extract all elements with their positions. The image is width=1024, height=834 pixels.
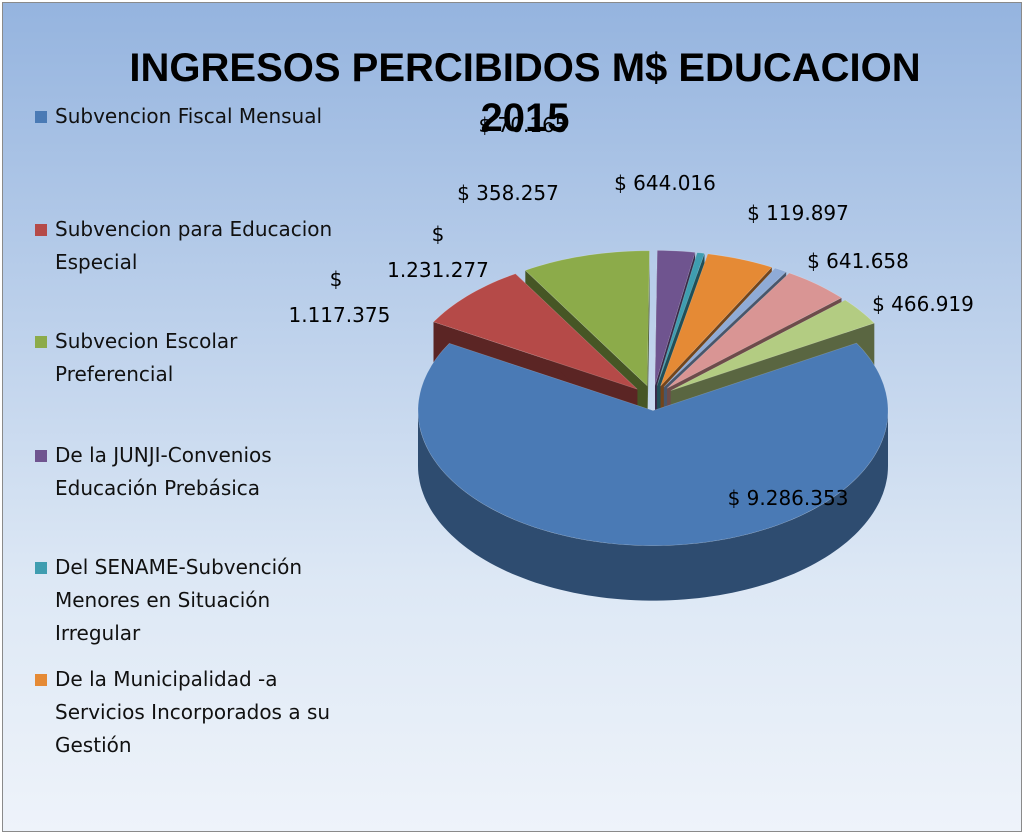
slice-edge-wall xyxy=(647,250,650,441)
slice xyxy=(654,250,696,386)
pie-area xyxy=(417,250,889,601)
data-label: $ 1.231.277 xyxy=(387,222,489,282)
slice xyxy=(663,267,787,388)
legend-item: De la JUNJI-Convenios Educación Prebásic… xyxy=(35,439,355,505)
data-label: $ 1.117.375 xyxy=(288,267,391,327)
legend-label: De la Municipalidad -a Servicios Incorpo… xyxy=(55,667,331,757)
chart-title: INGRESOS PERCIBIDOS M$ EDUCACION 2015 xyxy=(129,46,921,140)
slice xyxy=(666,272,843,389)
legend-swatch xyxy=(35,562,47,574)
data-label: $ 641.658 xyxy=(807,249,909,273)
legend-swatch xyxy=(35,674,47,686)
legend-swatch xyxy=(35,450,47,462)
slice xyxy=(524,250,650,387)
data-label: $ 466.919 xyxy=(872,292,974,316)
legend-item: Subvecion Escolar Preferencial xyxy=(35,325,355,391)
slice xyxy=(670,299,875,391)
legend-label: De la JUNJI-Convenios Educación Prebásic… xyxy=(55,443,272,500)
legend-label: Del SENAME-Subvención Menores en Situaci… xyxy=(55,555,303,645)
legend-swatch xyxy=(35,224,47,236)
legend-item: Subvencion Fiscal Mensual xyxy=(35,100,355,133)
legend-item: Del SENAME-Subvención Menores en Situaci… xyxy=(35,551,355,650)
slice xyxy=(656,252,705,386)
data-label: $ 644.016 xyxy=(614,171,716,195)
legend-swatch xyxy=(35,111,47,123)
legend-item: Subvencion para Educacion Especial xyxy=(35,213,355,279)
legend-label: Subvecion Escolar Preferencial xyxy=(55,329,238,386)
slice-side xyxy=(418,410,888,601)
data-label: $ 9.286.353 xyxy=(727,486,849,510)
data-label: $ 70.165 xyxy=(478,113,568,137)
legend-label: Subvencion para Educacion Especial xyxy=(55,217,333,274)
legend-item: De la Municipalidad -a Servicios Incorpo… xyxy=(35,663,355,762)
legend-swatch xyxy=(35,336,47,348)
slice xyxy=(417,342,889,546)
data-label: $ 119.897 xyxy=(747,201,849,225)
slice xyxy=(432,273,638,390)
slice xyxy=(660,253,773,387)
data-label: $ 358.257 xyxy=(457,181,559,205)
legend-label: Subvencion Fiscal Mensual xyxy=(55,104,323,128)
